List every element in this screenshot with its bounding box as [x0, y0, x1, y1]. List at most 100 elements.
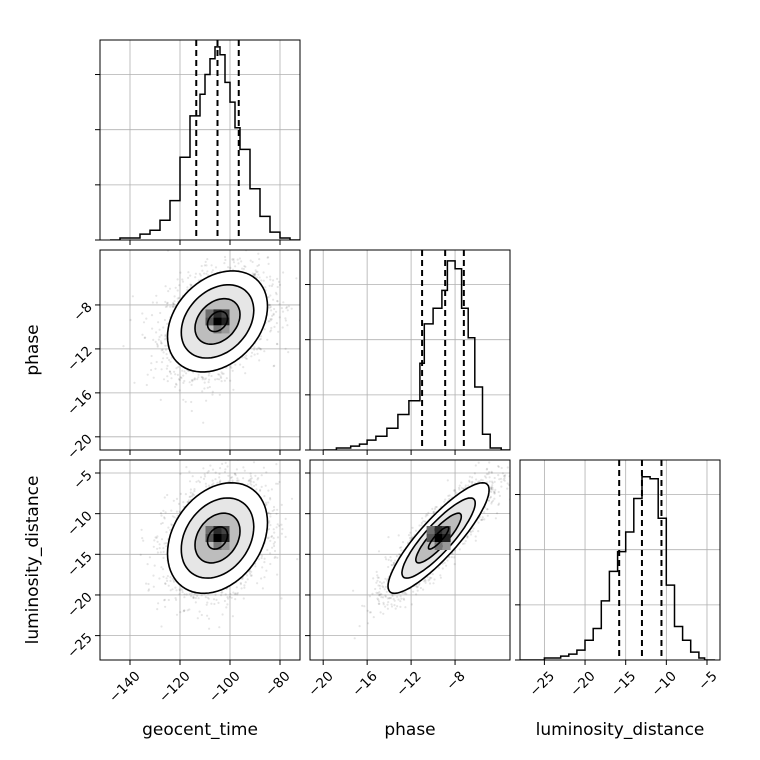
sample-point [255, 270, 258, 274]
sample-point [201, 378, 204, 381]
sample-point [252, 273, 256, 276]
sample-point [264, 286, 267, 289]
sample-point [150, 314, 154, 317]
panel-luminosity-distance-vs-geocent-time [95, 440, 301, 665]
sample-point [212, 482, 215, 485]
sample-point [156, 345, 159, 348]
sample-point [265, 471, 268, 474]
sample-point [207, 470, 210, 473]
sample-point [164, 344, 167, 347]
sample-point [188, 495, 191, 499]
sample-point [163, 318, 166, 322]
sample-point [265, 276, 268, 279]
sample-point [234, 363, 237, 366]
sample-point [270, 329, 273, 332]
density-layer [122, 250, 300, 424]
sample-point [207, 374, 210, 377]
sample-point [223, 262, 226, 265]
sample-point [145, 582, 148, 585]
sample-point [155, 342, 159, 345]
sample-point [247, 440, 249, 442]
sample-point [168, 358, 171, 362]
sample-point [146, 563, 149, 566]
sample-point [258, 276, 261, 279]
sample-point [162, 357, 165, 360]
sample-point [253, 346, 256, 349]
sample-point [269, 552, 272, 555]
sample-point [268, 320, 271, 323]
sample-point [152, 545, 155, 548]
sample-point [172, 580, 176, 583]
sample-point [175, 510, 178, 513]
sample-point [237, 479, 240, 482]
sample-point [178, 588, 181, 591]
sample-point [282, 271, 285, 274]
sample-point [265, 569, 268, 572]
sample-point [211, 269, 214, 272]
sample-point [273, 556, 276, 560]
sample-point [165, 367, 168, 370]
sample-point [166, 305, 169, 308]
sample-point [164, 305, 167, 308]
sample-point [156, 535, 159, 538]
sample-point [179, 472, 182, 475]
sample-point [179, 611, 182, 614]
sample-point [219, 375, 222, 378]
sample-point [167, 290, 170, 293]
sample-point [159, 340, 162, 343]
sample-point [260, 577, 263, 580]
sample-point [193, 378, 196, 381]
sample-point [158, 335, 161, 338]
sample-point [261, 587, 264, 590]
sample-point [272, 542, 275, 545]
sample-point [250, 570, 253, 573]
sample-point [257, 346, 260, 349]
sample-point [152, 574, 155, 577]
sample-point [153, 539, 156, 542]
sample-point [155, 294, 158, 297]
sample-point [183, 609, 186, 612]
sample-point [275, 526, 278, 529]
sample-point [273, 531, 276, 534]
sample-point [193, 490, 196, 493]
sample-point [257, 558, 260, 561]
sample-point [278, 303, 281, 306]
sample-point [272, 505, 276, 509]
sample-point [275, 463, 278, 466]
sample-point [192, 596, 195, 600]
sample-point [174, 286, 177, 289]
density-cell [221, 317, 230, 326]
sample-point [214, 471, 217, 474]
sample-point [276, 300, 279, 303]
sample-point [242, 597, 245, 600]
sample-point [277, 280, 281, 283]
sample-point [237, 262, 240, 265]
sample-point [232, 259, 235, 262]
sample-point [143, 336, 146, 339]
sample-point [194, 272, 197, 275]
sample-point [236, 258, 239, 261]
sample-point [162, 547, 165, 550]
sample-point [262, 466, 265, 469]
sample-point [186, 286, 189, 289]
sample-point [218, 373, 221, 376]
sample-point [239, 363, 242, 366]
sample-point [191, 475, 194, 478]
sample-point [147, 588, 151, 591]
sample-point [275, 512, 278, 515]
sample-point [221, 372, 224, 375]
sample-point [248, 479, 251, 482]
sample-point [220, 371, 223, 374]
sample-point [164, 605, 167, 608]
sample-point [159, 311, 162, 315]
sample-point [251, 260, 254, 264]
sample-point [142, 321, 146, 324]
sample-point [242, 466, 245, 469]
sample-point [273, 325, 276, 328]
sample-point [219, 467, 222, 470]
sample-point [272, 313, 275, 316]
sample-point [162, 509, 165, 512]
sample-point [174, 382, 178, 385]
sample-point [229, 476, 233, 479]
sample-point [194, 276, 197, 279]
